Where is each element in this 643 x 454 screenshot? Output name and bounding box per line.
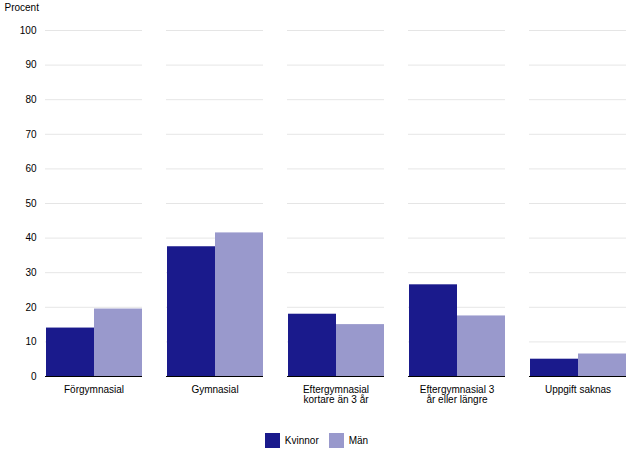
svg-text:80: 80 [25,94,37,105]
svg-text:Procent: Procent [5,2,40,13]
svg-text:40: 40 [25,232,37,243]
svg-text:100: 100 [20,25,37,36]
svg-text:10: 10 [25,336,37,347]
svg-text:70: 70 [25,129,37,140]
svg-text:Förgymnasial: Förgymnasial [64,384,124,395]
svg-text:50: 50 [25,198,37,209]
svg-text:Eftergymnasialkortare än 3 år: Eftergymnasialkortare än 3 år [303,384,369,405]
svg-text:Eftergymnasial 3år eller längr: Eftergymnasial 3år eller längre [420,384,495,405]
svg-text:Uppgift saknas: Uppgift saknas [545,384,611,395]
html-text:Män: Män [348,435,369,446]
svg-text:0: 0 [31,371,37,382]
svg-text:20: 20 [25,302,37,313]
svg-text:90: 90 [25,59,37,70]
html-text:Kvinnor: Kvinnor [284,435,319,446]
svg-text:60: 60 [25,163,37,174]
svg-text:30: 30 [25,267,37,278]
svg-text:Gymnasial: Gymnasial [191,384,238,395]
